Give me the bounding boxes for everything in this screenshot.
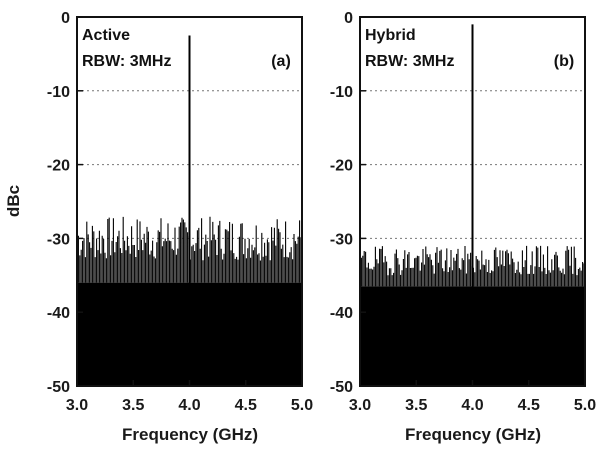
y-axis-title: dBc bbox=[4, 185, 23, 217]
x-tick-label: 3.0 bbox=[66, 397, 88, 414]
x-tick-label: 4.0 bbox=[461, 397, 483, 414]
x-tick-label: 5.0 bbox=[574, 397, 596, 414]
x-tick-label: 4.0 bbox=[178, 397, 200, 414]
x-ticks-hybrid: 3.0 3.5 4.0 4.5 5.0 bbox=[349, 380, 596, 414]
y-tick-label: -50 bbox=[47, 379, 70, 396]
y-tick-label: -40 bbox=[330, 305, 353, 322]
mode-label-active: Active bbox=[82, 27, 130, 44]
x-tick-label: 3.5 bbox=[122, 397, 144, 414]
panel-hybrid: 3.0 3.5 4.0 4.5 5.0 0-10-20-30-40-50 Hybrid … bbox=[330, 10, 596, 444]
y-tick-label: -20 bbox=[47, 158, 70, 175]
y-tick-label: -50 bbox=[330, 379, 353, 396]
y-ticks-active: 0 -10 -20 -30 -40 -50 bbox=[47, 10, 83, 396]
y-tick-label: -10 bbox=[330, 84, 353, 101]
y-tick-label: -10 bbox=[47, 84, 70, 101]
x-ticks-active: 3.0 3.5 4.0 4.5 5.0 bbox=[66, 380, 313, 414]
x-tick-label: 4.5 bbox=[235, 397, 257, 414]
panel-tag-active: (a) bbox=[271, 53, 291, 70]
y-tick-label: -30 bbox=[330, 231, 353, 248]
y-tick-label: 0 bbox=[344, 10, 353, 27]
y-ticks-hybrid: 0 -10 -20 -30 -40 -50 bbox=[330, 10, 366, 396]
mode-label-hybrid: Hybrid bbox=[365, 27, 416, 44]
panel-tag-hybrid: (b) bbox=[554, 53, 574, 70]
rbw-label-active: RBW: 3MHz bbox=[82, 53, 171, 70]
x-axis-title-hybrid: Frequency (GHz) bbox=[405, 425, 541, 444]
y-tick-label: -40 bbox=[47, 305, 70, 322]
noise-floor-hybrid bbox=[359, 24, 585, 386]
y-tick-label: -20 bbox=[330, 158, 353, 175]
panel-active: 3.0 3.5 4.0 4.5 5.0 0-10-20-30-40-50 Active … bbox=[4, 10, 313, 444]
y-tick-label: 0 bbox=[61, 10, 70, 27]
x-axis-title-active: Frequency (GHz) bbox=[122, 425, 258, 444]
x-tick-label: 4.5 bbox=[518, 397, 540, 414]
x-tick-label: 5.0 bbox=[291, 397, 313, 414]
y-tick-label: -30 bbox=[47, 231, 70, 248]
rbw-label-hybrid: RBW: 3MHz bbox=[365, 53, 454, 70]
noise-floor-active bbox=[76, 35, 302, 386]
x-tick-label: 3.0 bbox=[349, 397, 371, 414]
x-tick-label: 3.5 bbox=[405, 397, 427, 414]
